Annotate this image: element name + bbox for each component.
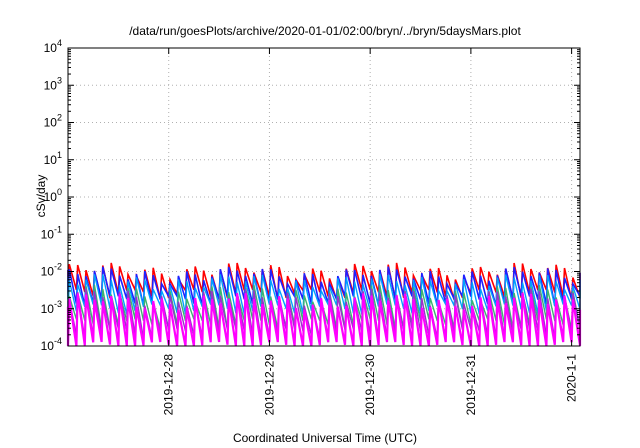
y-tick-label: 10-2 xyxy=(41,262,62,279)
x-tick-label: 2019-12-30 xyxy=(363,354,377,416)
series-line xyxy=(67,273,581,315)
x-axis-label: Coordinated Universal Time (UTC) xyxy=(233,431,417,445)
y-axis-label: cSv/day xyxy=(34,175,48,218)
y-tick-exponent: 1 xyxy=(57,150,62,160)
y-tick-base: 10 xyxy=(41,302,55,316)
y-tick-label: 100 xyxy=(44,187,62,204)
y-tick-exponent: 3 xyxy=(57,75,62,85)
y-tick-exponent: 2 xyxy=(57,113,62,123)
y-tick-base: 10 xyxy=(44,78,58,92)
series-line xyxy=(67,284,581,330)
y-tick-label: 10-1 xyxy=(41,224,62,241)
y-tick-label: 102 xyxy=(44,113,62,130)
y-tick-base: 10 xyxy=(44,190,58,204)
x-tick-labels: 2019-12-28 2019-12-29 2019-12-30 2019-12-31… xyxy=(162,354,579,416)
y-tick-label: 10-4 xyxy=(41,336,62,353)
plot-frame xyxy=(67,47,581,347)
y-tick-label: 103 xyxy=(44,75,62,92)
y-tick-exponent: -1 xyxy=(54,224,62,234)
y-tick-base: 10 xyxy=(41,339,55,353)
x-tick-label: 2019-12-29 xyxy=(262,354,276,416)
x-tick-label: 2019-12-28 xyxy=(162,354,176,416)
y-tick-base: 10 xyxy=(41,265,55,279)
y-tick-exponent: -4 xyxy=(54,336,62,346)
y-tick-label: 101 xyxy=(44,150,62,167)
y-tick-base: 10 xyxy=(44,153,58,167)
x-tick-label: 2020-1-1 xyxy=(565,354,579,402)
y-tick-base: 10 xyxy=(41,227,55,241)
y-tick-base: 10 xyxy=(44,116,58,130)
y-tick-exponent: 0 xyxy=(57,187,62,197)
chart-title: /data/run/goesPlots/archive/2020-01-01/0… xyxy=(129,24,521,38)
x-tick-label: 2019-12-31 xyxy=(464,354,478,416)
y-tick-exponent: -2 xyxy=(54,262,62,272)
y-tick-base: 10 xyxy=(44,41,58,55)
series-lines xyxy=(66,262,582,347)
series-line xyxy=(66,292,582,347)
y-tick-exponent: 4 xyxy=(57,38,62,48)
axes xyxy=(67,47,581,347)
y-tick-label: 104 xyxy=(44,38,62,55)
y-tick-exponent: -3 xyxy=(54,299,62,309)
y-tick-label: 10-3 xyxy=(41,299,62,316)
